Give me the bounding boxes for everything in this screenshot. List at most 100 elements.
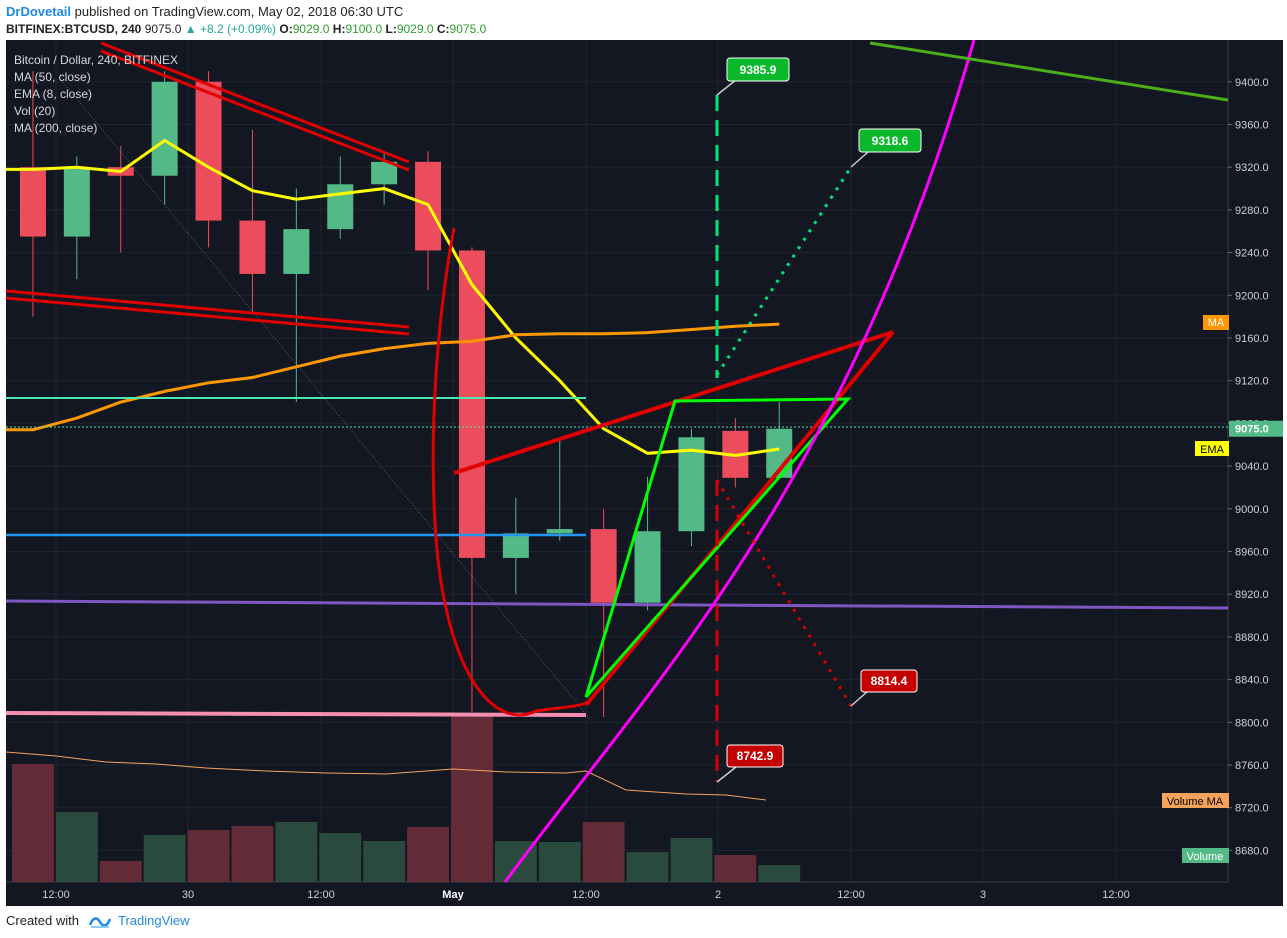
time-tick-label: 12:00 bbox=[837, 889, 865, 901]
close-label: C: bbox=[436, 22, 450, 36]
price-axis-labels: 8680.0 8720.0 8760.0 8800.0 8840.0 8880.0 8920… bbox=[1228, 77, 1283, 857]
price-tick-label: 9400.0 bbox=[1235, 77, 1269, 89]
red-trendline-4[interactable] bbox=[5, 296, 410, 336]
volume-bar bbox=[407, 827, 449, 882]
volume-bar bbox=[99, 861, 142, 882]
volume-bars bbox=[5, 715, 801, 882]
green-triangle[interactable] bbox=[584, 397, 852, 698]
time-tick-label: 30 bbox=[182, 889, 194, 901]
legend-vol[interactable]: Vol (20) bbox=[14, 104, 55, 118]
volume-bar bbox=[451, 715, 493, 882]
magenta-curve[interactable] bbox=[503, 39, 976, 883]
candle-body bbox=[458, 250, 485, 558]
pink-level-line[interactable] bbox=[5, 711, 587, 717]
low-value: 9029.0 bbox=[396, 22, 434, 36]
candle-body bbox=[678, 437, 705, 532]
candle-body bbox=[63, 167, 90, 237]
time-tick-label: 12:00 bbox=[42, 889, 70, 901]
legend-title: Bitcoin / Dollar, 240, BITFINEX bbox=[14, 53, 178, 67]
footer: Created with TradingView bbox=[0, 906, 1287, 938]
volume-bar bbox=[12, 764, 54, 882]
tag-9318-text: 9318.6 bbox=[872, 134, 909, 148]
legend-ma50[interactable]: MA (50, close) bbox=[14, 70, 91, 84]
gray-dotted-line[interactable] bbox=[60, 79, 592, 721]
author-link[interactable]: DrDovetail bbox=[6, 4, 72, 19]
price-tick-label: 9000.0 bbox=[1235, 504, 1269, 516]
price-axis[interactable] bbox=[1228, 40, 1283, 906]
red-trendline-1[interactable] bbox=[100, 41, 410, 164]
time-axis[interactable] bbox=[6, 882, 1283, 906]
candle-body bbox=[634, 531, 661, 603]
price-chart[interactable]: Bitcoin / Dollar, 240, BITFINEX MA (50, … bbox=[5, 39, 1283, 906]
symbol-line: BITFINEX:BTCUSD, 240 9075.0 ▲ +8.2 (+0.0… bbox=[6, 22, 486, 36]
volume-bar bbox=[319, 833, 362, 882]
open-value: 9029.0 bbox=[292, 22, 330, 36]
price-tick-label: 9280.0 bbox=[1235, 205, 1269, 217]
volume-bar bbox=[758, 865, 801, 882]
volume-bar bbox=[626, 852, 669, 882]
price-tick-label: 8960.0 bbox=[1235, 547, 1269, 559]
ema-line[interactable] bbox=[6, 138, 780, 457]
price-tick-label: 9240.0 bbox=[1235, 248, 1269, 260]
grid-lines bbox=[6, 40, 1228, 882]
svg-text:Volume MA: Volume MA bbox=[1167, 796, 1224, 808]
tradingview-logo-icon bbox=[88, 915, 112, 934]
purple-level-line[interactable] bbox=[5, 599, 1229, 610]
ma-line[interactable] bbox=[6, 322, 780, 432]
candle-body bbox=[546, 529, 573, 534]
price-tick-label: 8880.0 bbox=[1235, 632, 1269, 644]
price-change: +8.2 (+0.09%) bbox=[199, 22, 277, 36]
volume-bar bbox=[538, 842, 581, 882]
time-tick-label: 12:00 bbox=[572, 889, 600, 901]
publish-line: DrDovetail published on TradingView.com,… bbox=[6, 4, 403, 19]
volume-bar bbox=[582, 822, 625, 882]
time-tick-label: May bbox=[442, 889, 464, 901]
volume-bar bbox=[670, 838, 713, 882]
red-curve[interactable] bbox=[431, 227, 589, 717]
candle-body bbox=[502, 533, 529, 558]
red-trendline-2[interactable] bbox=[100, 49, 410, 172]
candle-body bbox=[283, 229, 310, 274]
last-price-badge bbox=[1229, 420, 1283, 437]
last-price: 9075.0 bbox=[144, 22, 182, 36]
tag-8742-text: 8742.9 bbox=[737, 749, 774, 763]
price-tick-label: 9200.0 bbox=[1235, 290, 1269, 302]
created-with-text: Created with bbox=[6, 913, 79, 928]
price-tick-label: 9120.0 bbox=[1235, 376, 1269, 388]
time-axis-labels: 12:00 30 12:00 May 12:00 2 12:00 3 12:00 bbox=[42, 889, 1130, 901]
tag-9318[interactable]: 9318.6 bbox=[850, 128, 922, 168]
candle-body bbox=[371, 161, 398, 185]
price-tick-label: 8840.0 bbox=[1235, 675, 1269, 687]
price-tick-label: 8920.0 bbox=[1235, 589, 1269, 601]
legend-ma200[interactable]: MA (200, close) bbox=[14, 121, 97, 135]
red-dotted-projection[interactable] bbox=[715, 479, 853, 707]
red-trendline-3[interactable] bbox=[5, 289, 410, 329]
price-tick-label: 9320.0 bbox=[1235, 162, 1269, 174]
chart-area[interactable]: Bitcoin / Dollar, 240, BITFINEX MA (50, … bbox=[5, 39, 1283, 906]
price-tick-label: 9360.0 bbox=[1235, 120, 1269, 132]
candle-body bbox=[327, 184, 354, 230]
tag-9385[interactable]: 9385.9 bbox=[716, 57, 790, 96]
tag-8814-text: 8814.4 bbox=[871, 674, 908, 688]
publish-info: published on TradingView.com, May 02, 20… bbox=[74, 4, 404, 19]
volume-bar bbox=[275, 822, 318, 882]
volume-bar bbox=[187, 830, 230, 882]
svg-text:EMA: EMA bbox=[1200, 444, 1225, 456]
price-tick-label: 9040.0 bbox=[1235, 461, 1269, 473]
green-dotted-projection[interactable] bbox=[715, 166, 853, 376]
legend-ema8[interactable]: EMA (8, close) bbox=[14, 87, 92, 101]
tag-8742[interactable]: 8742.9 bbox=[716, 744, 784, 783]
ma-side-label: MA bbox=[1203, 315, 1229, 330]
volume-bar bbox=[363, 841, 406, 882]
volume-side-label: Volume bbox=[1182, 848, 1229, 863]
time-tick-label: 3 bbox=[980, 889, 986, 901]
price-tick-label: 9160.0 bbox=[1235, 333, 1269, 345]
tag-9385-text: 9385.9 bbox=[740, 63, 777, 77]
svg-text:MA: MA bbox=[1208, 317, 1225, 329]
tradingview-link[interactable]: TradingView bbox=[118, 913, 190, 928]
volume-bar bbox=[143, 835, 186, 882]
last-price-badge-label: 9075.0 bbox=[1235, 424, 1269, 436]
olive-trendline[interactable] bbox=[869, 41, 1229, 102]
red-channel-lower[interactable] bbox=[584, 330, 895, 707]
tag-8814[interactable]: 8814.4 bbox=[850, 669, 918, 707]
